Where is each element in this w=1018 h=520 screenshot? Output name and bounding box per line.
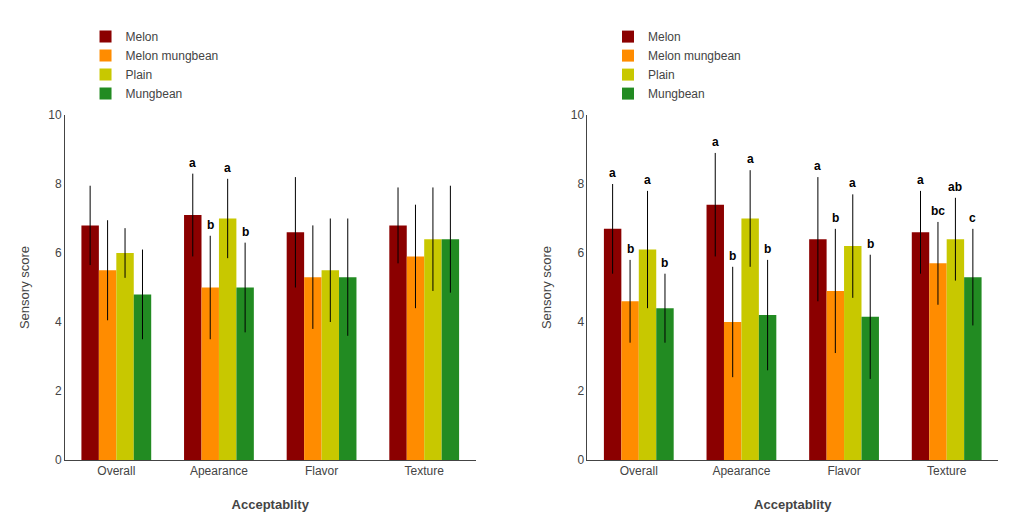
svg-text:b: b bbox=[867, 237, 874, 251]
svg-text:Overall: Overall bbox=[97, 464, 135, 478]
svg-text:b: b bbox=[764, 242, 771, 256]
svg-text:Plain: Plain bbox=[126, 68, 153, 82]
svg-text:4: 4 bbox=[577, 315, 584, 329]
svg-text:a: a bbox=[644, 173, 651, 187]
svg-text:0: 0 bbox=[55, 453, 62, 467]
svg-text:ab: ab bbox=[948, 180, 962, 194]
svg-text:Texture: Texture bbox=[405, 464, 445, 478]
svg-text:Overall: Overall bbox=[620, 464, 658, 478]
svg-text:Mungbean: Mungbean bbox=[126, 87, 183, 101]
svg-text:0: 0 bbox=[577, 453, 584, 467]
svg-text:a: a bbox=[747, 152, 754, 166]
svg-text:Sensory score: Sensory score bbox=[17, 246, 32, 329]
svg-text:4: 4 bbox=[55, 315, 62, 329]
svg-text:Sensory score: Sensory score bbox=[539, 246, 554, 329]
svg-text:Acceptablity: Acceptablity bbox=[754, 497, 832, 512]
svg-text:a: a bbox=[917, 173, 924, 187]
svg-text:Plain: Plain bbox=[648, 68, 675, 82]
svg-text:b: b bbox=[207, 218, 214, 232]
svg-text:10: 10 bbox=[571, 108, 585, 122]
svg-text:8: 8 bbox=[55, 177, 62, 191]
svg-text:Apearance: Apearance bbox=[190, 464, 248, 478]
svg-text:6: 6 bbox=[55, 246, 62, 260]
svg-text:2: 2 bbox=[577, 384, 584, 398]
svg-text:b: b bbox=[627, 242, 634, 256]
svg-text:8: 8 bbox=[577, 177, 584, 191]
svg-text:Flavor: Flavor bbox=[305, 464, 338, 478]
svg-text:a: a bbox=[814, 159, 821, 173]
svg-text:a: a bbox=[189, 156, 196, 170]
svg-text:a: a bbox=[609, 166, 616, 180]
svg-text:a: a bbox=[849, 176, 856, 190]
svg-text:b: b bbox=[729, 249, 736, 263]
svg-text:Melon: Melon bbox=[126, 30, 159, 44]
svg-text:Melon mungbean: Melon mungbean bbox=[126, 49, 219, 63]
svg-text:Flavor: Flavor bbox=[827, 464, 860, 478]
svg-text:6: 6 bbox=[577, 246, 584, 260]
svg-text:Texture: Texture bbox=[927, 464, 967, 478]
svg-text:a: a bbox=[712, 135, 719, 149]
svg-text:bc: bc bbox=[931, 204, 945, 218]
svg-text:Melon: Melon bbox=[648, 30, 681, 44]
svg-text:Mungbean: Mungbean bbox=[648, 87, 705, 101]
svg-text:c: c bbox=[969, 211, 976, 225]
svg-text:b: b bbox=[661, 256, 668, 270]
svg-text:b: b bbox=[242, 225, 249, 239]
svg-text:Melon mungbean: Melon mungbean bbox=[648, 49, 741, 63]
svg-text:10: 10 bbox=[48, 108, 62, 122]
svg-text:b: b bbox=[832, 211, 839, 225]
svg-text:Acceptablity: Acceptablity bbox=[232, 497, 310, 512]
svg-text:Apearance: Apearance bbox=[712, 464, 770, 478]
svg-text:a: a bbox=[224, 161, 231, 175]
svg-text:2: 2 bbox=[55, 384, 62, 398]
